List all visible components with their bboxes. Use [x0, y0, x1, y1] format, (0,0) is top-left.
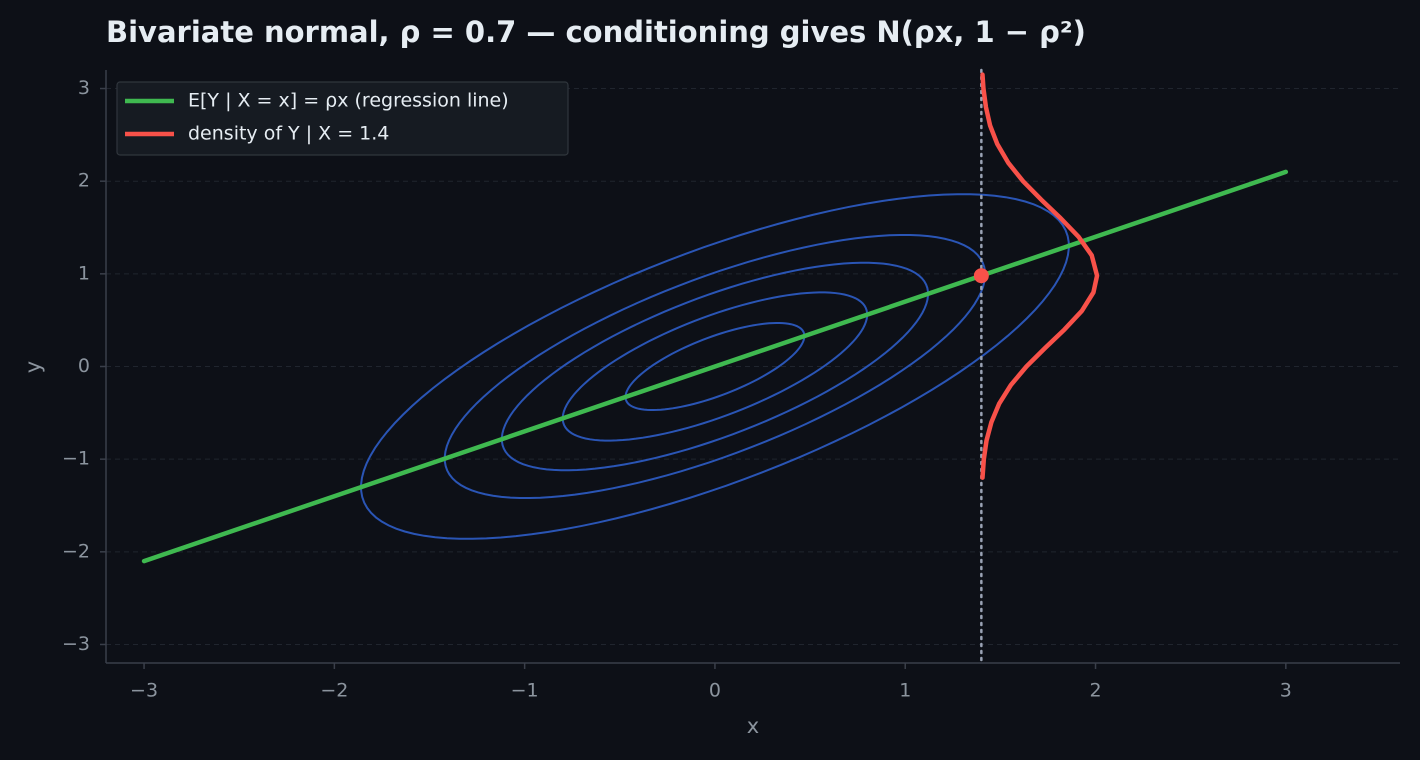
y-tick-label: −3	[62, 633, 90, 655]
contour	[443, 233, 987, 500]
y-tick-label: −1	[62, 448, 90, 470]
contour	[561, 291, 869, 442]
y-tick-label: 3	[78, 77, 90, 99]
y-tick-label: −2	[62, 540, 90, 562]
x-tick-label: 0	[709, 680, 721, 702]
legend-label: E[Y | X = x] = ρx (regression line)	[188, 90, 509, 112]
y-tick-label: 0	[78, 355, 90, 377]
series-line	[980, 72, 1100, 480]
y-tick-label: 2	[78, 170, 90, 192]
conditional-mean-point	[973, 268, 989, 284]
x-tick-label: 2	[1089, 680, 1101, 702]
contour	[360, 193, 1070, 540]
y-axis-label: y	[21, 361, 45, 373]
chart-title: Bivariate normal, ρ = 0.7 — conditioning…	[106, 15, 1086, 49]
contour	[624, 321, 806, 412]
legend-box	[116, 81, 569, 156]
x-tick-label: 1	[899, 680, 911, 702]
x-tick-label: 3	[1280, 680, 1292, 702]
legend-label: density of Y | X = 1.4	[188, 123, 389, 145]
y-tick-label: 1	[78, 262, 90, 284]
series-line	[141, 169, 1289, 564]
x-tick-label: −3	[130, 680, 158, 702]
x-tick-label: −2	[320, 680, 348, 702]
legend: E[Y | X = x] = ρx (regression line) densi…	[116, 81, 569, 156]
x-axis-label: x	[747, 714, 759, 738]
contour	[500, 261, 930, 472]
x-tick-label: −1	[511, 680, 539, 702]
